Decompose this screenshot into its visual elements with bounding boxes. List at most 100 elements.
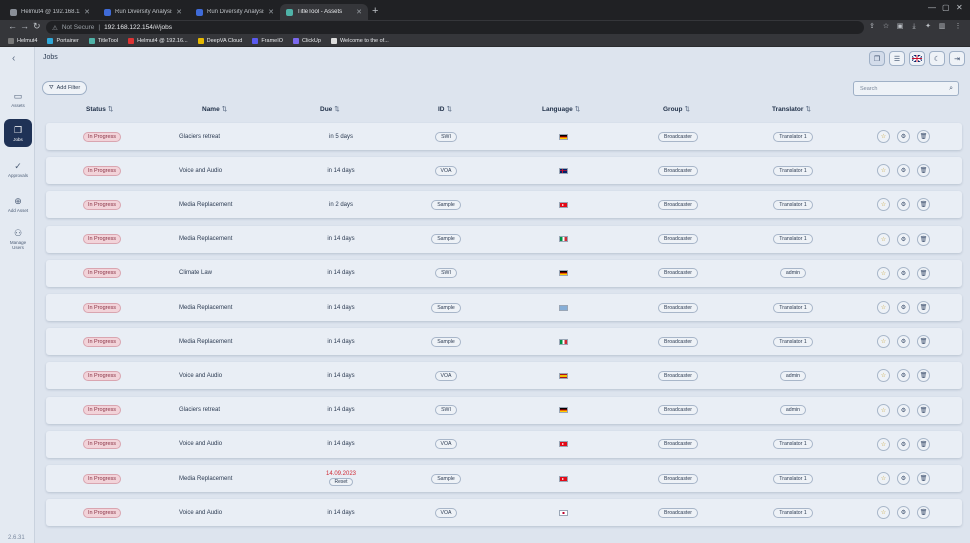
settings-gear-icon[interactable]: ⚙ (897, 335, 910, 349)
settings-gear-icon[interactable]: ⚙ (897, 232, 910, 246)
minimize-icon[interactable]: — (928, 3, 936, 12)
sidebar-item-jobs[interactable]: ❐ Jobs (4, 119, 32, 147)
name-cell[interactable]: Media Replacement (179, 191, 289, 218)
settings-gear-icon[interactable]: ⚙ (897, 506, 910, 520)
favorite-star-icon[interactable]: ☆ (877, 301, 890, 314)
column-header-due[interactable]: Due ⇅ (320, 106, 340, 113)
maximize-icon[interactable]: ▢ (942, 3, 950, 12)
favorite-star-icon[interactable]: ☆ (877, 232, 890, 246)
settings-gear-icon[interactable]: ⚙ (897, 472, 910, 485)
column-header-language[interactable]: Language ⇅ (542, 106, 581, 113)
download-icon[interactable]: ⤓ (912, 23, 916, 30)
back-icon[interactable]: ← (8, 21, 17, 31)
name-cell[interactable]: Voice and Audio (179, 362, 289, 389)
delete-trash-icon[interactable]: 🗑 (917, 301, 930, 314)
table-row[interactable]: In Progress Media Replacement in 14 days… (46, 225, 962, 253)
table-row[interactable]: In Progress Climate Law in 14 days SWI B… (46, 259, 962, 287)
favorite-star-icon[interactable]: ☆ (877, 437, 890, 451)
name-cell[interactable]: Glaciers retreat (179, 397, 289, 424)
add-filter-button[interactable]: ⛛ Add Filter (42, 81, 88, 95)
delete-trash-icon[interactable]: 🗑 (917, 369, 930, 383)
delete-trash-icon[interactable]: 🗑 (917, 403, 930, 417)
delete-trash-icon[interactable]: 🗑 (917, 232, 930, 246)
sidebar-item-add-asset[interactable]: ⊕ Add Asset (4, 190, 32, 218)
sidebar-item-assets[interactable]: ▭ Assets (4, 85, 32, 113)
table-row[interactable]: In Progress Media Replacement 14.09.2023… (46, 465, 962, 492)
extensions-icon[interactable]: ✦ (925, 23, 931, 30)
name-cell[interactable]: Media Replacement (179, 465, 289, 492)
column-header-translator[interactable]: Translator ⇅ (772, 106, 811, 113)
table-row[interactable]: In Progress Media Replacement in 14 days… (46, 328, 962, 356)
share-icon[interactable]: ⇪ (869, 23, 875, 30)
settings-gear-icon[interactable]: ⚙ (897, 403, 910, 417)
delete-trash-icon[interactable]: 🗑 (917, 335, 930, 349)
name-cell[interactable]: Media Replacement (179, 328, 289, 355)
browser-menu-icon[interactable]: ⋮ (954, 23, 962, 30)
favorite-star-icon[interactable]: ☆ (877, 369, 890, 383)
table-row[interactable]: In Progress Glaciers retreat in 5 days S… (46, 123, 962, 150)
reset-due-button[interactable]: Reset (329, 478, 353, 486)
favorite-star-icon[interactable]: ☆ (877, 506, 890, 520)
settings-gear-icon[interactable]: ⚙ (897, 437, 910, 451)
settings-gear-icon[interactable]: ⚙ (897, 198, 910, 212)
column-header-status[interactable]: Status ⇅ (86, 106, 114, 113)
name-cell[interactable]: Glaciers retreat (179, 123, 289, 150)
favorite-star-icon[interactable]: ☆ (877, 335, 890, 349)
window-close-icon[interactable]: ✕ (956, 3, 963, 12)
browser-tab[interactable]: Run Diversity Analysis (EXPOR ✕ (190, 4, 280, 20)
delete-trash-icon[interactable]: 🗑 (917, 130, 930, 143)
bookmark-item[interactable]: Helmut4 @ 192.16... (128, 37, 188, 44)
settings-gear-icon[interactable]: ⚙ (897, 130, 910, 143)
bookmark-item[interactable]: TitleTool (88, 37, 118, 44)
browser-tab-active[interactable]: TitleTool - Assets ✕ (280, 4, 368, 20)
name-cell[interactable]: Voice and Audio (179, 499, 289, 526)
name-cell[interactable]: Climate Law (179, 260, 289, 287)
name-cell[interactable]: Voice and Audio (179, 431, 289, 458)
bookmark-item[interactable]: Portainer (47, 37, 79, 44)
close-icon[interactable]: ✕ (176, 9, 182, 16)
table-row[interactable]: In Progress Media Replacement in 14 days… (46, 294, 962, 321)
list-view-button[interactable]: ☰ (889, 51, 905, 66)
bookmark-item[interactable]: DeepVA Cloud (197, 37, 242, 44)
delete-trash-icon[interactable]: 🗑 (917, 198, 930, 212)
screenshot-icon[interactable]: ▣ (896, 23, 904, 30)
delete-trash-icon[interactable]: 🗑 (917, 506, 930, 520)
delete-trash-icon[interactable]: 🗑 (917, 472, 930, 485)
delete-trash-icon[interactable]: 🗑 (917, 437, 930, 451)
favorite-star-icon[interactable]: ☆ (877, 198, 890, 212)
name-cell[interactable]: Voice and Audio (179, 157, 289, 184)
sidepanel-icon[interactable]: ▥ (938, 23, 946, 30)
table-row[interactable]: In Progress Glaciers retreat in 14 days … (46, 396, 962, 424)
dark-mode-button[interactable]: ☾ (929, 51, 945, 66)
table-row[interactable]: In Progress Media Replacement in 2 days … (46, 191, 962, 219)
column-header-name[interactable]: Name ⇅ (202, 106, 228, 113)
column-header-group[interactable]: Group ⇅ (663, 106, 690, 113)
column-header-id[interactable]: ID ⇅ (438, 106, 452, 113)
settings-gear-icon[interactable]: ⚙ (897, 369, 910, 383)
close-icon[interactable]: ✕ (356, 9, 362, 16)
favorite-star-icon[interactable]: ☆ (877, 472, 890, 485)
settings-gear-icon[interactable]: ⚙ (897, 164, 910, 178)
browser-tab[interactable]: Run Diversity Analysis (EXPOR ✕ (98, 4, 188, 20)
logout-button[interactable]: ⇥ (949, 51, 965, 66)
favorite-star-icon[interactable]: ☆ (877, 130, 890, 143)
collapse-sidebar-icon[interactable]: ‹ (12, 53, 16, 64)
url-bar[interactable]: ⚠ Not Secure | 192.168.122.154/#/jobs (46, 21, 864, 34)
bookmark-item[interactable]: ClickUp (293, 37, 321, 44)
sidebar-item-approvals[interactable]: ✓ Approvals (4, 155, 32, 183)
bookmark-item[interactable]: Welcome to the of... (330, 37, 389, 44)
name-cell[interactable]: Media Replacement (179, 294, 289, 321)
bookmark-item[interactable]: Helmut4 (8, 37, 37, 44)
table-row[interactable]: In Progress Voice and Audio in 14 days V… (46, 499, 962, 527)
browser-tab[interactable]: Helmut4 @ 192.168.122.155 ✕ (4, 4, 96, 20)
bookmark-star-icon[interactable]: ☆ (882, 23, 890, 30)
settings-gear-icon[interactable]: ⚙ (897, 301, 910, 314)
notifications-button[interactable]: ❐ (869, 51, 885, 66)
table-row[interactable]: In Progress Voice and Audio in 14 days V… (46, 430, 962, 458)
sidebar-item-manage-users[interactable]: ⚇ Manage Users (4, 225, 32, 253)
favorite-star-icon[interactable]: ☆ (877, 403, 890, 417)
new-tab-icon[interactable]: + (372, 5, 379, 17)
table-row[interactable]: In Progress Voice and Audio in 14 days V… (46, 362, 962, 390)
bookmark-item[interactable]: FrameIO (252, 37, 283, 44)
table-row[interactable]: In Progress Voice and Audio in 14 days V… (46, 157, 962, 185)
